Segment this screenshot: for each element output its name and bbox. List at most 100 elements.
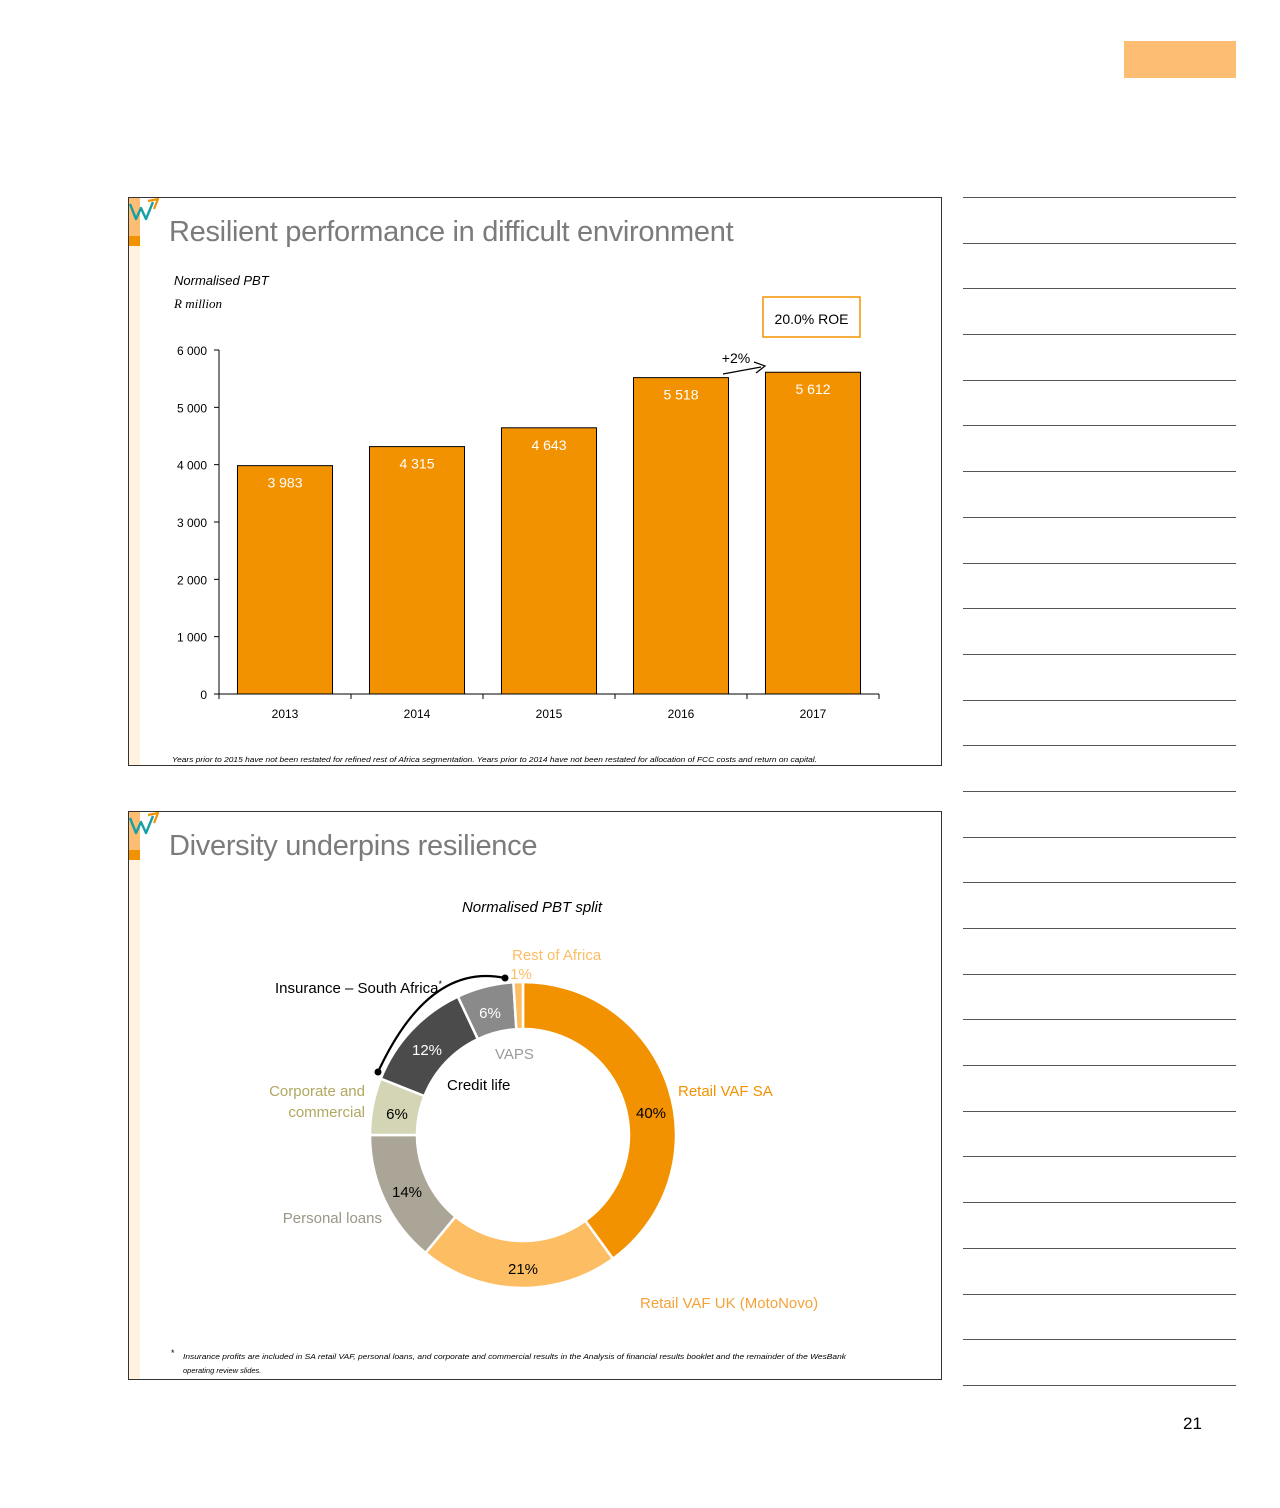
notes-line bbox=[963, 516, 1236, 518]
slide-accent-tick bbox=[129, 236, 140, 246]
donut-slices bbox=[368, 980, 678, 1290]
growth-label: +2% bbox=[722, 350, 750, 366]
slide-title: Diversity underpins resilience bbox=[169, 830, 538, 862]
slide-performance: Resilient performance in difficult envir… bbox=[128, 197, 942, 766]
slide-footnote-line: operating review slides. bbox=[183, 1366, 261, 1375]
growth-annotation: +2% bbox=[722, 350, 767, 375]
y-tick-label: 0 bbox=[200, 688, 207, 702]
insurance-label-marker: * bbox=[438, 979, 442, 989]
notes-line bbox=[963, 425, 1236, 427]
notes-line bbox=[963, 288, 1236, 290]
growth-arrowhead bbox=[753, 361, 767, 374]
donut-title: Normalised PBT split bbox=[462, 899, 603, 916]
insurance-label: Insurance – South Africa* bbox=[275, 979, 442, 997]
y-tick-label: 5 000 bbox=[177, 401, 207, 415]
wesbank-logo bbox=[129, 812, 159, 835]
growth-arrow bbox=[722, 366, 762, 375]
donut-pct-label: 40% bbox=[636, 1105, 666, 1122]
slide-title: Resilient performance in difficult envir… bbox=[169, 216, 734, 248]
notes-line bbox=[963, 379, 1236, 381]
donut-category-label: Rest of Africa bbox=[512, 947, 602, 964]
slide-footnote: Years prior to 2015 have not been restat… bbox=[172, 755, 817, 764]
x-tick-label: 2017 bbox=[800, 707, 827, 721]
notes-lines bbox=[963, 197, 1236, 1431]
notes-line bbox=[963, 653, 1236, 655]
insurance-bracket: Insurance – South Africa* bbox=[275, 974, 509, 1076]
notes-line bbox=[963, 1339, 1236, 1341]
x-tick-label: 2015 bbox=[536, 707, 563, 721]
insurance-label-text: Insurance – South Africa bbox=[275, 980, 439, 997]
bar-value-label: 3 983 bbox=[267, 475, 302, 491]
notes-line bbox=[963, 1110, 1236, 1112]
notes-line bbox=[963, 608, 1236, 610]
notes-line bbox=[963, 334, 1236, 336]
y-tick-label: 1 000 bbox=[177, 631, 207, 645]
notes-line bbox=[963, 1247, 1236, 1249]
notes-line bbox=[963, 928, 1236, 929]
donut-pct-label: 6% bbox=[386, 1106, 408, 1123]
bar-2017 bbox=[764, 371, 862, 695]
wesbank-logo bbox=[129, 198, 159, 221]
roe-badge: 20.0% ROE bbox=[762, 296, 861, 338]
roe-badge-label: 20.0% ROE bbox=[775, 311, 849, 327]
slide-diversity: Diversity underpins resilience Normalise… bbox=[128, 811, 942, 1380]
slide-accent-tick bbox=[129, 850, 140, 860]
notes-line bbox=[963, 1065, 1236, 1067]
donut-category-label: Credit life bbox=[447, 1077, 510, 1094]
x-tick-label: 2013 bbox=[272, 707, 299, 721]
slide-footnote-line: Insurance profits are included in SA ret… bbox=[183, 1352, 847, 1361]
notes-line bbox=[963, 699, 1236, 701]
donut-pct-label: 21% bbox=[508, 1261, 538, 1278]
bar-value-label: 4 315 bbox=[399, 456, 434, 472]
notes-line bbox=[963, 562, 1236, 564]
donut-category-label: Retail VAF UK (MotoNovo) bbox=[640, 1295, 818, 1312]
donut-category-label: Personal loans bbox=[283, 1210, 382, 1227]
donut-category-label: Corporate and bbox=[269, 1083, 365, 1100]
x-tick-label: 2014 bbox=[404, 707, 431, 721]
notes-line bbox=[963, 471, 1236, 473]
bar-2014 bbox=[368, 446, 466, 695]
donut-labels: 40% 21% 14% 6% 12% 6% 1% Retail VAF SA Retail VA… bbox=[269, 947, 818, 1312]
donut-pct-label: 6% bbox=[479, 1005, 501, 1022]
notes-line bbox=[963, 1202, 1236, 1204]
chart-subtitle: Normalised PBT bbox=[174, 273, 270, 288]
insurance-bracket-arc bbox=[377, 974, 506, 1073]
donut-chart: Normalised PBT split 40% 21% 14% 6% 12% 6% 1% R… bbox=[171, 899, 847, 1375]
bar-2013 bbox=[236, 465, 334, 695]
notes-line bbox=[963, 745, 1236, 747]
notes-line bbox=[963, 197, 1236, 198]
bar-value-label: 4 643 bbox=[531, 437, 566, 453]
bar-marks: 3 983 2013 4 315 2014 4 643 2015 5 518 2016 5 61… bbox=[236, 371, 862, 721]
x-tick-label: 2016 bbox=[668, 707, 695, 721]
y-tick-label: 4 000 bbox=[177, 459, 207, 473]
donut-pct-label: 12% bbox=[412, 1042, 442, 1059]
y-tick-label: 3 000 bbox=[177, 516, 207, 530]
donut-category-label: commercial bbox=[288, 1104, 365, 1121]
page-number: 21 bbox=[1183, 1414, 1202, 1433]
notes-line bbox=[963, 242, 1236, 244]
chart-unit: R million bbox=[173, 296, 222, 311]
notes-line bbox=[963, 973, 1236, 975]
bar-chart: Normalised PBT R million 20.0% ROE 0 1 00… bbox=[172, 273, 880, 764]
notes-line bbox=[963, 1293, 1236, 1295]
slide-accent-strip bbox=[129, 198, 140, 765]
page-tab-marker bbox=[1124, 41, 1236, 78]
bar-value-label: 5 518 bbox=[663, 387, 698, 403]
insurance-bracket-dot bbox=[374, 1068, 382, 1076]
slide-footnote-marker: * bbox=[171, 1348, 175, 1358]
donut-pct-label: 14% bbox=[392, 1184, 422, 1201]
bar-2015 bbox=[500, 427, 598, 695]
y-tick-label: 2 000 bbox=[177, 573, 207, 587]
notes-line bbox=[963, 1384, 1236, 1386]
y-tick-label: 6 000 bbox=[177, 344, 207, 358]
donut-category-label: Retail VAF SA bbox=[678, 1083, 773, 1100]
insurance-bracket-dot bbox=[501, 974, 509, 982]
donut-slice-retail-vaf-sa bbox=[521, 980, 678, 1261]
donut-category-label: VAPS bbox=[495, 1046, 534, 1063]
bar-2016 bbox=[632, 377, 730, 695]
notes-line bbox=[963, 836, 1236, 838]
notes-line bbox=[963, 790, 1236, 792]
notes-line bbox=[963, 882, 1236, 884]
slide-accent-strip bbox=[129, 812, 140, 1379]
notes-line bbox=[963, 1019, 1236, 1021]
